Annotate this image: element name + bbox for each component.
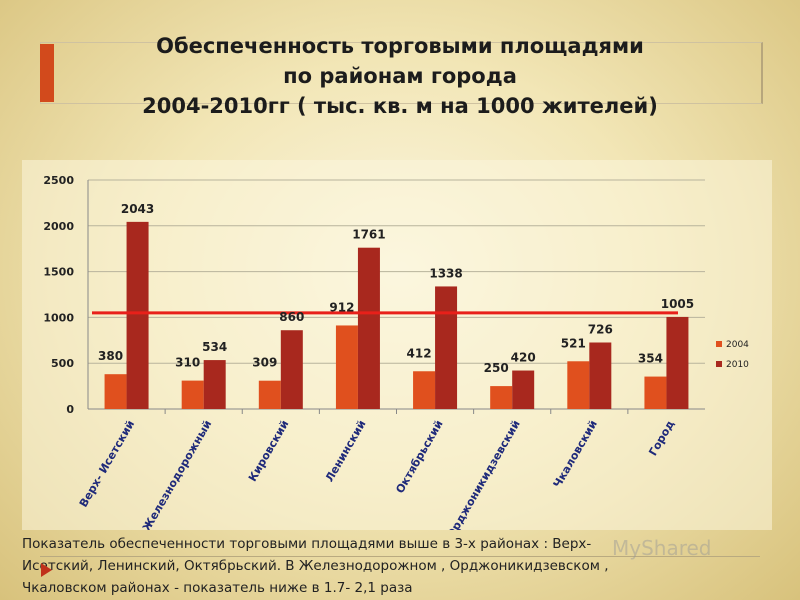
legend-label: 2010 <box>726 360 749 370</box>
caption-line-1: Показатель обеспеченности торговыми площ… <box>22 536 592 552</box>
data-label: 521 <box>561 336 586 350</box>
data-label: 309 <box>252 356 277 370</box>
bar-2004 <box>644 376 667 409</box>
bar-2004 <box>335 325 358 409</box>
y-tick-label: 0 <box>66 403 74 416</box>
data-label: 1005 <box>661 297 694 311</box>
data-label: 1338 <box>429 266 462 280</box>
caption: Показатель обеспеченности торговыми площ… <box>22 533 782 599</box>
caption-line-2: Исетский, Ленинский, Октябрьский. В Желе… <box>22 558 609 574</box>
chart-title-line-3: 2004-2010гг ( тыс. кв. м на 1000 жителей… <box>142 94 658 118</box>
data-label: 420 <box>511 351 536 365</box>
bar-2004 <box>258 380 281 409</box>
y-tick-label: 500 <box>51 357 74 370</box>
bar-2004 <box>181 380 204 409</box>
bar-2010 <box>203 360 226 409</box>
y-tick-label: 2000 <box>43 220 74 233</box>
legend-swatch <box>716 361 722 367</box>
data-label: 250 <box>484 361 509 375</box>
bar-2010 <box>126 221 149 409</box>
data-label: 534 <box>202 340 227 354</box>
y-tick-label: 1000 <box>43 311 74 324</box>
caption-line-3: Чкаловском районах - показатель ниже в 1… <box>22 580 413 596</box>
bar-2010 <box>280 330 303 409</box>
data-label: 412 <box>407 346 432 360</box>
legend-label: 2004 <box>726 340 749 350</box>
data-label: 380 <box>98 349 123 363</box>
data-label: 912 <box>329 300 354 314</box>
legend-swatch <box>716 341 722 347</box>
bar-2010 <box>357 247 380 409</box>
data-label: 354 <box>638 352 663 366</box>
y-tick-label: 1500 <box>43 266 74 279</box>
bar-2010 <box>666 316 689 409</box>
chart-title-line-1: Обеспеченность торговыми площадями <box>156 34 644 58</box>
caption-divider <box>40 556 760 557</box>
bar-2004 <box>490 386 513 409</box>
data-label: 1761 <box>352 228 385 242</box>
chart-title-line-2: по районам города <box>283 64 517 88</box>
bar-2010 <box>512 370 535 409</box>
data-label: 2043 <box>121 202 154 216</box>
bar-2004 <box>567 361 590 409</box>
play-icon[interactable] <box>41 563 52 577</box>
bar-2010 <box>589 342 612 409</box>
data-label: 726 <box>588 322 613 336</box>
y-tick-label: 2500 <box>43 174 74 187</box>
bar-2010 <box>435 286 458 409</box>
data-label: 860 <box>279 310 304 324</box>
watermark-text: MyShared <box>612 536 712 560</box>
bar-2004 <box>104 374 127 409</box>
bar-2004 <box>413 371 436 409</box>
data-label: 310 <box>175 356 200 370</box>
title-accent-bar <box>40 44 54 102</box>
